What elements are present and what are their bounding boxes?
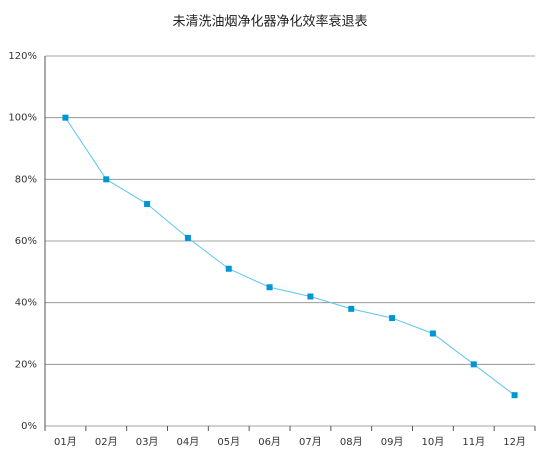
series-line [64,117,515,396]
chart-title: 未清洗油烟净化器净化效率衰退表 [172,14,367,30]
y-tick-label: 120% [8,51,37,62]
x-tick-label: 12月 [503,436,526,448]
x-tick-label: 11月 [462,436,485,448]
point-marker [307,293,314,300]
x-tick-label: 05月 [217,436,240,448]
point-marker [62,114,69,121]
y-tick-label: 80% [15,174,37,185]
x-tick-label: 09月 [381,436,404,448]
y-tick-label: 100% [8,113,37,124]
point-marker [470,361,477,368]
point-marker [225,265,232,272]
x-tick-label: 01月 [54,436,77,448]
point-marker [184,234,191,241]
point-marker [511,392,518,399]
x-tick-label: 02月 [95,436,118,448]
x-tick-label: 06月 [258,436,281,448]
x-tick-label: 04月 [177,436,200,448]
y-tick-label: 60% [15,236,37,247]
point-marker [103,176,110,183]
x-tick-label: 08月 [340,436,363,448]
point-marker [348,305,355,312]
point-marker [266,284,273,291]
point-marker [429,330,436,337]
point-marker [144,201,151,207]
y-tick-label: 40% [15,298,37,309]
point-marker [389,315,396,322]
y-tick-label: 0% [21,421,37,432]
y-tick-label: 20% [15,359,37,370]
x-tick-label: 03月 [136,436,159,448]
x-tick-label: 10月 [422,436,445,448]
x-tick-label: 07月 [299,436,322,448]
